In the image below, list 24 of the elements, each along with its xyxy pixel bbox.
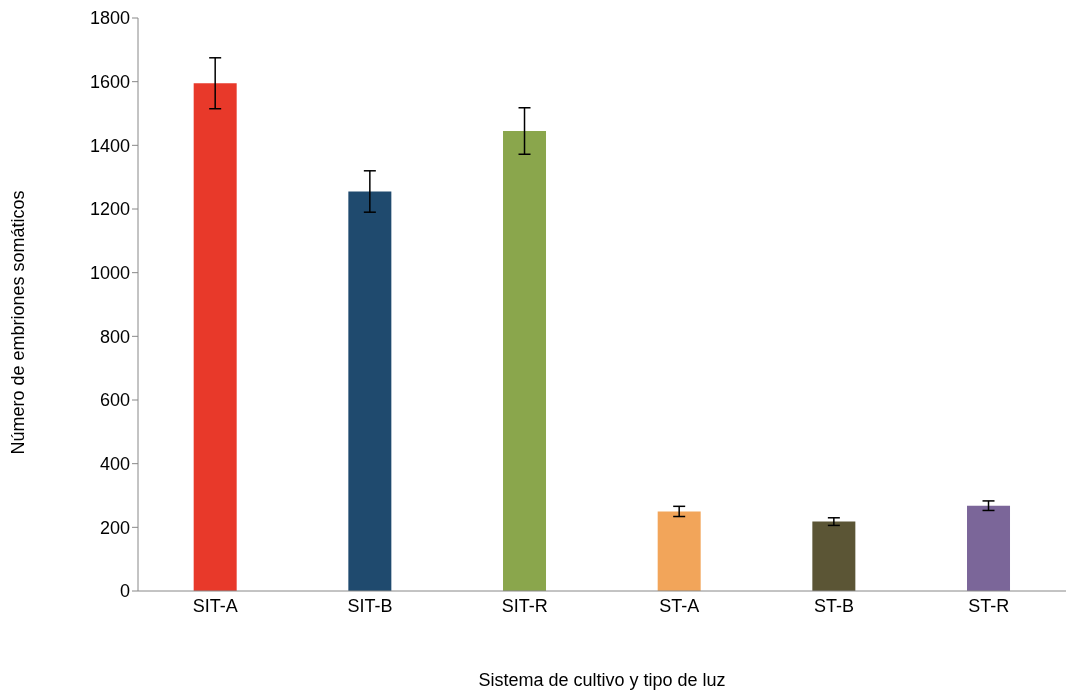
- y-axis-title: Número de embriones somáticos: [8, 190, 29, 455]
- y-tick-label: 1800: [89, 8, 130, 29]
- x-tick-label: ST-A: [659, 595, 700, 616]
- y-tick-label: 1600: [89, 72, 130, 93]
- x-tick-label: SIT-A: [192, 595, 238, 616]
- y-tick-label: 1400: [89, 135, 130, 156]
- y-tick-label: 1000: [89, 263, 130, 284]
- y-tick-label: 0: [119, 581, 130, 602]
- bar: [193, 83, 237, 591]
- bar: [503, 131, 547, 591]
- x-tick-label: SIT-B: [347, 595, 393, 616]
- y-tick-label: 600: [99, 390, 130, 411]
- y-tick-label: 400: [99, 454, 130, 475]
- y-tick-label: 800: [99, 326, 130, 347]
- bar: [348, 191, 392, 591]
- x-axis-title: Sistema de cultivo y tipo de luz: [478, 670, 726, 690]
- x-tick-label: SIT-R: [501, 595, 548, 616]
- bar: [812, 521, 856, 591]
- x-tick-label: ST-B: [813, 595, 855, 616]
- y-tick-label: 200: [99, 517, 130, 538]
- x-tick-label: ST-R: [968, 595, 1010, 616]
- bar: [657, 511, 701, 591]
- y-tick-label: 1200: [89, 199, 130, 220]
- bar: [967, 505, 1011, 591]
